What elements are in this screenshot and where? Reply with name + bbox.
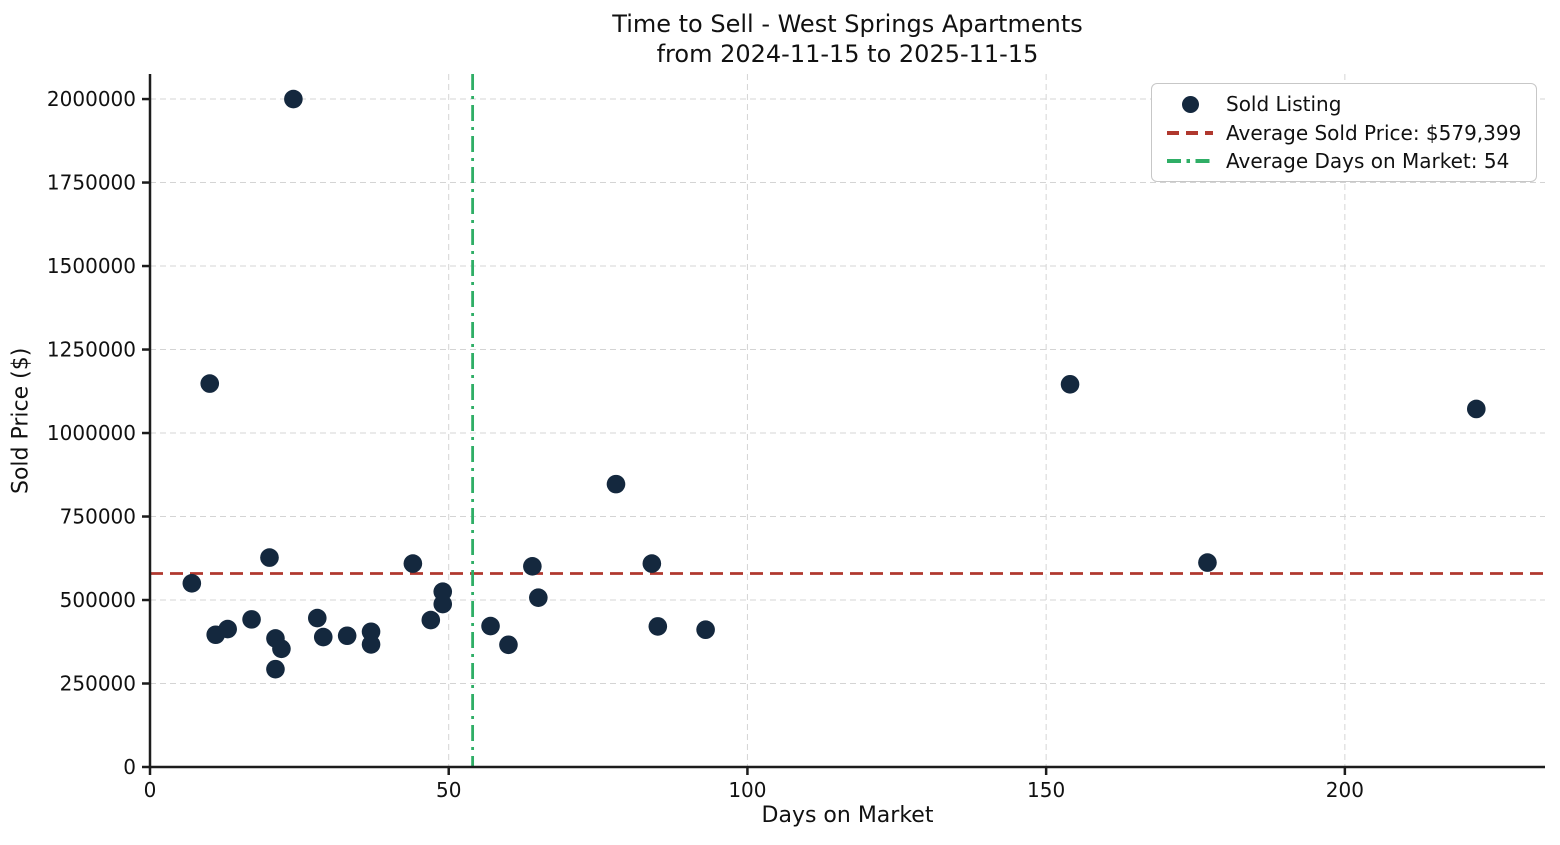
- y-tick-label: 1000000: [47, 421, 136, 445]
- scatter-point: [272, 639, 291, 659]
- scatter-point: [696, 620, 715, 640]
- scatter-point: [313, 627, 333, 647]
- scatter-point: [182, 574, 202, 593]
- dashdot-line-icon: [1167, 158, 1213, 163]
- scatter-dot-marker-icon: [1181, 95, 1199, 113]
- y-tick-label: 750000: [60, 505, 136, 529]
- x-tick-label: 200: [1326, 778, 1364, 802]
- y-axis-label: Sold Price ($): [8, 347, 34, 494]
- scatter-point: [403, 554, 423, 573]
- chart-title: Time to Sell - West Springs Apartments f…: [150, 9, 1545, 69]
- scatter-point: [284, 89, 303, 109]
- scatter-point: [1060, 374, 1080, 394]
- x-tick-label: 0: [144, 778, 157, 802]
- x-tick-label: 100: [728, 778, 766, 802]
- scatter-point: [266, 659, 285, 679]
- scatter-point: [242, 610, 261, 629]
- scatter-point: [337, 626, 357, 646]
- scatter-point: [529, 588, 548, 607]
- legend: Sold Listing Average Sold Price: $579,39…: [1151, 83, 1537, 182]
- scatter-point: [1466, 399, 1486, 419]
- chart-title-line2: from 2024-11-15 to 2025-11-15: [656, 40, 1039, 68]
- scatter-point: [1198, 553, 1217, 572]
- scatter-point: [648, 617, 668, 636]
- legend-label-avg-price: Average Sold Price: $579,399: [1226, 120, 1522, 145]
- scatter-point: [218, 619, 237, 639]
- y-tick-label: 1250000: [47, 338, 136, 362]
- dashed-line-icon: [1167, 130, 1213, 135]
- scatter-point: [642, 554, 662, 573]
- y-tick-label: 1500000: [47, 254, 136, 278]
- scatter-point: [200, 374, 220, 393]
- y-tick-label: 1750000: [47, 171, 136, 195]
- chart-title-line1: Time to Sell - West Springs Apartments: [612, 10, 1083, 38]
- legend-label-sold-listing: Sold Listing: [1226, 92, 1342, 117]
- x-tick-label: 150: [1027, 778, 1065, 802]
- y-tick-label: 250000: [60, 672, 136, 696]
- legend-label-avg-days: Average Days on Market: 54: [1226, 148, 1510, 173]
- y-tick-label: 0: [123, 755, 136, 779]
- scatter-point: [523, 556, 542, 576]
- scatter-point: [361, 635, 381, 654]
- scatter-point: [433, 594, 453, 614]
- scatter-point: [307, 608, 327, 628]
- y-tick-label: 500000: [60, 588, 136, 612]
- legend-item-sold-listing: Sold Listing: [1158, 92, 1530, 116]
- scatter-point: [606, 474, 626, 494]
- scatter-point: [481, 616, 500, 636]
- x-axis-label: Days on Market: [761, 803, 934, 828]
- scatter-point: [499, 635, 518, 655]
- x-tick-label: 50: [436, 778, 461, 802]
- legend-item-avg-price: Average Sold Price: $579,399: [1158, 121, 1530, 145]
- scatter-point: [260, 548, 279, 567]
- legend-item-avg-days: Average Days on Market: 54: [1158, 149, 1530, 173]
- y-tick-label: 2000000: [47, 87, 136, 111]
- scatter-point: [421, 610, 441, 630]
